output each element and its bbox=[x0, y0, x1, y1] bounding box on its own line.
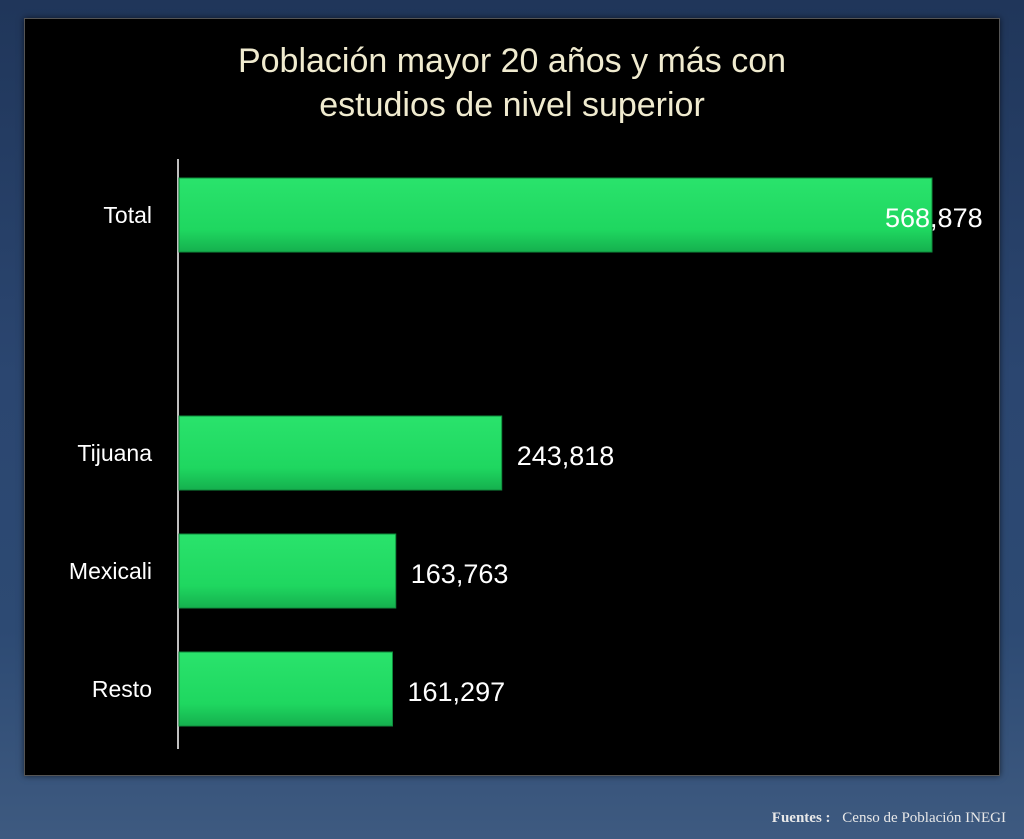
bar-tijuana bbox=[178, 415, 503, 491]
footer-source: Censo de Población INEGI bbox=[842, 810, 1006, 826]
category-label-mexicali: Mexicali bbox=[69, 558, 152, 584]
category-label-total: Total bbox=[103, 202, 152, 228]
category-label-resto: Resto bbox=[92, 676, 152, 702]
value-label-tijuana: 243,818 bbox=[517, 441, 615, 471]
category-label-tijuana: Tijuana bbox=[77, 440, 152, 466]
value-label-mexicali: 163,763 bbox=[411, 559, 509, 589]
footer-label: Fuentes : bbox=[771, 810, 831, 826]
value-label-total: 568,878 bbox=[885, 203, 983, 233]
bar-resto bbox=[178, 651, 394, 727]
chart-title: Población mayor 20 años y más con estudi… bbox=[237, 42, 787, 124]
source-footer: Fuentes : Censo de Población INEGI bbox=[772, 810, 1006, 827]
value-label-resto: 161,297 bbox=[408, 677, 506, 707]
bar-total bbox=[178, 177, 933, 253]
bar-mexicali bbox=[178, 533, 397, 609]
chart-panel: Población mayor 20 años y más con estudi… bbox=[24, 18, 1000, 776]
bar-chart: Total 568,878 Tijuana 243,818 Mexicali 163,76… bbox=[69, 159, 983, 749]
